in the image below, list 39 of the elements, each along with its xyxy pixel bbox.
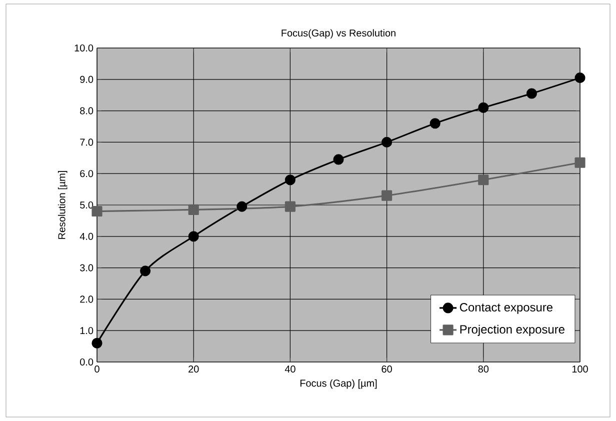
x-tick-label: 20 xyxy=(188,366,199,373)
x-tick-label: 60 xyxy=(382,366,392,373)
y-tick-label: 10.0 xyxy=(74,44,94,52)
y-tick-label: 6.0 xyxy=(80,170,94,178)
y-tick-label: 0.0 xyxy=(80,358,94,366)
y-tick-label: 8.0 xyxy=(80,107,94,114)
point xyxy=(478,174,489,186)
point xyxy=(574,157,586,168)
point xyxy=(574,72,586,84)
point xyxy=(236,201,248,212)
point xyxy=(382,136,392,148)
point xyxy=(284,174,296,186)
point xyxy=(92,338,102,348)
y-tick-label: 9.0 xyxy=(80,76,94,83)
x-tick-label: 0 xyxy=(94,366,100,373)
point xyxy=(382,190,392,201)
y-tick-label: 7.0 xyxy=(80,138,94,146)
point xyxy=(188,231,199,242)
point xyxy=(92,206,102,217)
y-axis-title: Resolution [µm] xyxy=(58,171,68,239)
point xyxy=(140,266,151,276)
legend-label: Projection exposure xyxy=(460,324,564,336)
point xyxy=(430,118,440,129)
x-axis-title: Focus (Gap) [µm] xyxy=(300,379,377,389)
y-tick-label: 4.0 xyxy=(80,232,94,240)
chart-title: Focus(Gap) vs Resolution xyxy=(282,29,396,38)
legend-label: Contact exposure xyxy=(460,303,552,314)
y-tick-label: 1.0 xyxy=(80,327,94,334)
y-tick-label: 2.0 xyxy=(80,296,94,303)
point xyxy=(333,154,344,165)
y-tick-label: 5.0 xyxy=(80,201,94,209)
point xyxy=(478,102,489,113)
x-tick-label: 100 xyxy=(572,366,588,373)
point xyxy=(284,201,296,212)
x-tick-label: 80 xyxy=(478,366,489,373)
point xyxy=(188,204,199,215)
point xyxy=(526,88,537,99)
y-tick-label: 3.0 xyxy=(80,264,94,272)
x-tick-label: 40 xyxy=(284,366,296,373)
